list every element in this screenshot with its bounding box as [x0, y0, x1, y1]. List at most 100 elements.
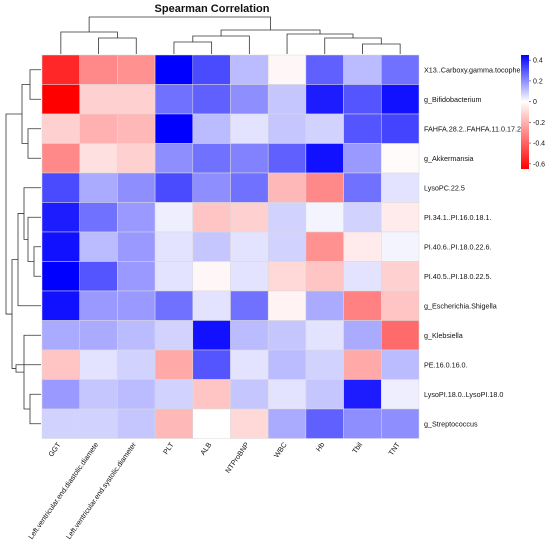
heatmap-cell — [41, 84, 80, 115]
column-label: Hb — [314, 440, 327, 453]
heatmap-cell — [343, 231, 382, 262]
heatmap-cell — [305, 379, 344, 410]
heatmap-cell — [117, 143, 156, 174]
heatmap-cell — [267, 349, 307, 380]
dendrogram-branch — [33, 246, 41, 277]
heatmap-cell — [41, 261, 80, 292]
heatmap-cell — [343, 379, 382, 410]
heatmap-cell — [79, 261, 118, 292]
heatmap-cell — [192, 202, 231, 233]
heatmap-cell — [154, 84, 194, 115]
heatmap-cell — [381, 84, 420, 115]
heatmap-cell — [154, 54, 194, 85]
heatmap-cell — [154, 231, 194, 262]
heatmap-cell — [230, 231, 269, 262]
heatmap-cell — [305, 290, 344, 321]
heatmap-cell — [267, 54, 307, 85]
heatmap-cell — [41, 231, 80, 262]
heatmap-cell — [192, 320, 231, 351]
row-label: PE.16.0.16.0. — [424, 360, 468, 369]
heatmap-cell — [230, 408, 269, 439]
heatmap-cell — [381, 349, 420, 380]
heatmap-cell — [41, 54, 80, 85]
heatmap-cell — [154, 379, 194, 410]
heatmap-cell — [192, 290, 231, 321]
row-labels: X13..Carboxy.gamma.tocopherol g_Bifidobac… — [424, 65, 529, 428]
heatmap-cell — [192, 84, 231, 115]
heatmap-cell — [154, 408, 194, 439]
heatmap-cell — [41, 113, 80, 144]
heatmap-cell — [381, 261, 420, 292]
dendrogram-branch — [11, 259, 18, 369]
row-label: PI.40.6..PI.18.0.22.6. — [424, 242, 492, 251]
heatmap-cell — [343, 113, 382, 144]
dendrogram-branch — [15, 364, 41, 373]
heatmap-cell — [79, 54, 118, 85]
heatmap-cell — [79, 84, 118, 115]
heatmap-cell — [305, 84, 344, 115]
column-label: NTProBNP — [223, 440, 251, 474]
row-label: LysoPI.18.0..LysoPI.18.0 — [424, 390, 503, 399]
heatmap-cell — [79, 408, 118, 439]
legend-tick-label: 0.4 — [533, 58, 543, 65]
row-label: X13..Carboxy.gamma.tocopherol — [424, 65, 529, 74]
heatmap-cell — [230, 113, 269, 144]
heatmap-cell — [267, 172, 307, 203]
row-label: g_Escherichia.Shigella — [424, 301, 497, 310]
row-dendrogram — [5, 69, 41, 425]
heatmap-cell — [117, 54, 156, 85]
heatmap-cell — [154, 202, 194, 233]
heatmap-cell — [79, 290, 118, 321]
column-label: ALB — [198, 440, 213, 456]
heatmap-cell — [117, 84, 156, 115]
heatmap-cell — [79, 202, 118, 233]
heatmap-cell — [79, 113, 118, 144]
heatmap-cell — [117, 320, 156, 351]
heatmap-cell — [267, 408, 307, 439]
heatmap-cell — [79, 320, 118, 351]
column-label: Left.ventricular.end.systolic.diameter — [64, 440, 138, 541]
heatmap-cell — [267, 143, 307, 174]
heatmap-cell — [381, 172, 420, 203]
column-label: TNT — [386, 440, 402, 457]
heatmap-cell — [192, 231, 231, 262]
legend-tick-label: -0.2 — [533, 120, 545, 127]
heatmap-cell — [305, 408, 344, 439]
heatmap-cell — [267, 320, 307, 351]
chart-title: Spearman Correlation — [155, 3, 270, 15]
heatmap-cell — [154, 320, 194, 351]
heatmap-cell — [41, 143, 80, 174]
heatmap-cell — [343, 290, 382, 321]
row-label: PI.40.5..PI.18.0.22.5. — [424, 272, 492, 281]
heatmap-cell — [305, 202, 344, 233]
row-label: g_Streptococcus — [424, 419, 478, 428]
heatmap-cell — [117, 202, 156, 233]
dendrogram-branch — [192, 35, 250, 54]
heatmap-cell — [192, 261, 231, 292]
dendrogram-branch — [286, 33, 354, 54]
heatmap-cell — [117, 408, 156, 439]
dendrogram-branch — [21, 84, 30, 144]
row-label: LysoPC.22.5 — [424, 183, 465, 192]
heatmap-cell — [192, 349, 231, 380]
dendrogram-branch — [17, 213, 41, 307]
heatmap-cell — [230, 290, 269, 321]
dendrogram-branch — [23, 187, 41, 240]
heatmap-cell — [381, 143, 420, 174]
heatmap-cell — [381, 54, 420, 85]
heatmap-cell — [117, 379, 156, 410]
dendrogram-branch — [27, 128, 41, 159]
legend-tick-label: 0.2 — [533, 78, 543, 85]
row-label: g_Akkermansia — [424, 154, 474, 163]
row-label: g_Klebsiella — [424, 331, 463, 340]
column-label: Tbil — [350, 440, 364, 455]
heatmap-cell — [230, 320, 269, 351]
heatmap-cell — [343, 408, 382, 439]
heatmap-cell — [41, 379, 80, 410]
heatmap-cell — [41, 349, 80, 380]
heatmap-cell — [79, 172, 118, 203]
heatmap-cell — [79, 231, 118, 262]
heatmap-cell — [381, 379, 420, 410]
column-label: WBC — [272, 440, 289, 459]
